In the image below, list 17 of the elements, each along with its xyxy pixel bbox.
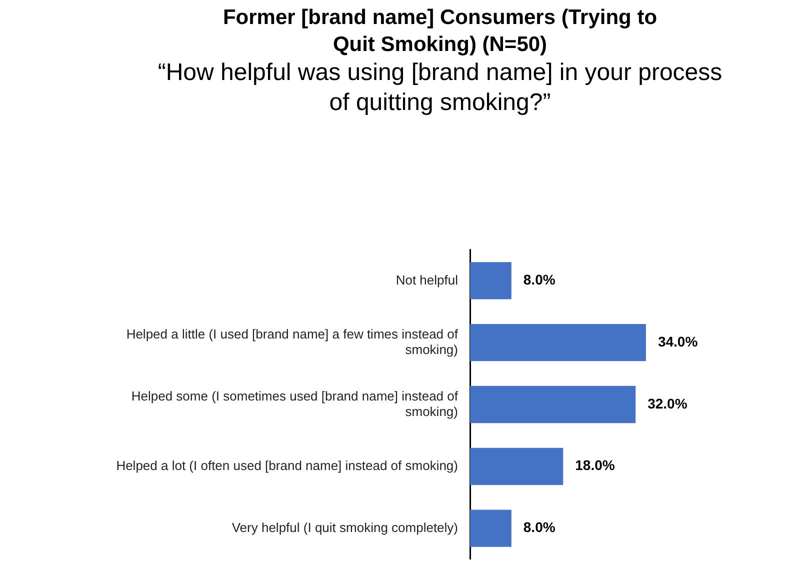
y-tick-label: Helped a lot (I often used [brand name] instead of smoking) — [116, 458, 458, 473]
chart-subtitle: “How helpful was using [brand name] in your process of quitting smoking?” — [156, 58, 724, 118]
data-label: 32.0% — [648, 395, 688, 412]
bar — [470, 262, 512, 300]
bar — [470, 324, 646, 362]
data-label: 8.0% — [523, 272, 556, 288]
y-tick-label: Very helpful (I quit smoking completely) — [232, 520, 458, 535]
bar — [470, 448, 564, 485]
chart-title: Former [brand name] Consumers (Trying to Quit Smoking) (N=50) — [222, 5, 658, 58]
data-label: 8.0% — [523, 519, 556, 536]
y-tick-label: Not helpful — [396, 272, 458, 288]
bar — [470, 386, 636, 424]
data-label: 34.0% — [658, 333, 698, 350]
y-tick-label: Helped some (I sometimes used [brand name] instead of smoking) — [131, 388, 458, 419]
data-label: 18.0% — [575, 457, 616, 474]
y-tick-label: Helped a little (I used [brand name] a few times instead of smoking) — [126, 326, 458, 357]
bar — [470, 510, 512, 547]
